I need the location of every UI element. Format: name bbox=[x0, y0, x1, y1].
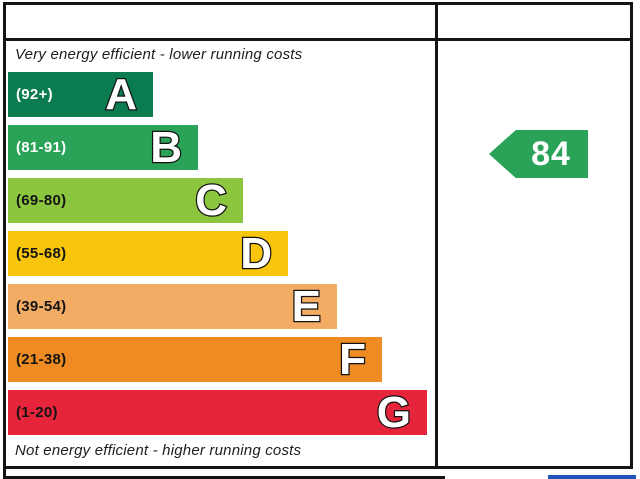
band-row-f: (21-38) F bbox=[8, 335, 435, 384]
band-d: (55-68) D bbox=[8, 229, 288, 278]
current-rating-value: 84 bbox=[531, 134, 571, 173]
rating-bands: (92+) A (81-91) B (69-80) C bbox=[8, 70, 435, 437]
band-row-c: (69-80) C bbox=[8, 176, 435, 225]
current-rating-arrow-icon: 84 bbox=[489, 130, 588, 178]
band-row-e: (39-54) E bbox=[8, 282, 435, 331]
bottom-caption: Not energy efficient - higher running co… bbox=[15, 442, 302, 459]
epc-table: Very energy efficient - lower running co… bbox=[3, 2, 633, 469]
band-a-letter: A bbox=[104, 70, 138, 119]
band-c: (69-80) C bbox=[8, 176, 243, 225]
header-row bbox=[6, 5, 630, 41]
rating-scale-cell: Very energy efficient - lower running co… bbox=[6, 41, 438, 466]
band-d-letter: D bbox=[239, 229, 273, 278]
top-caption: Very energy efficient - lower running co… bbox=[15, 46, 303, 63]
band-e: (39-54) E bbox=[8, 282, 337, 331]
band-a: (92+) A bbox=[8, 70, 153, 119]
band-row-d: (55-68) D bbox=[8, 229, 435, 278]
band-e-range-label: (39-54) bbox=[16, 298, 67, 315]
header-cell-right bbox=[438, 5, 630, 38]
band-c-range-label: (69-80) bbox=[16, 192, 67, 209]
next-section-left-border-stub bbox=[3, 469, 6, 479]
band-f-letter: F bbox=[338, 335, 367, 384]
band-d-range-label: (55-68) bbox=[16, 245, 67, 262]
next-section-top-border-stub bbox=[3, 476, 445, 479]
band-f: (21-38) F bbox=[8, 335, 382, 384]
band-f-range-label: (21-38) bbox=[16, 351, 67, 368]
band-b-range-label: (81-91) bbox=[16, 139, 67, 156]
eu-directive-box-top-stub bbox=[548, 475, 636, 479]
band-g-letter: G bbox=[376, 388, 413, 437]
band-row-g: (1-20) G bbox=[8, 388, 435, 437]
band-g: (1-20) G bbox=[8, 388, 427, 437]
band-e-letter: E bbox=[290, 282, 322, 331]
current-rating-cell: 84 bbox=[438, 41, 630, 466]
band-a-range-label: (92+) bbox=[16, 86, 53, 103]
band-b-letter: B bbox=[149, 123, 183, 172]
band-c-letter: C bbox=[194, 176, 228, 225]
band-row-b: (81-91) B bbox=[8, 123, 435, 172]
band-b: (81-91) B bbox=[8, 123, 198, 172]
band-g-range-label: (1-20) bbox=[16, 404, 58, 421]
band-row-a: (92+) A bbox=[8, 70, 435, 119]
header-cell-left bbox=[6, 5, 438, 38]
chart-row: Very energy efficient - lower running co… bbox=[6, 41, 630, 466]
